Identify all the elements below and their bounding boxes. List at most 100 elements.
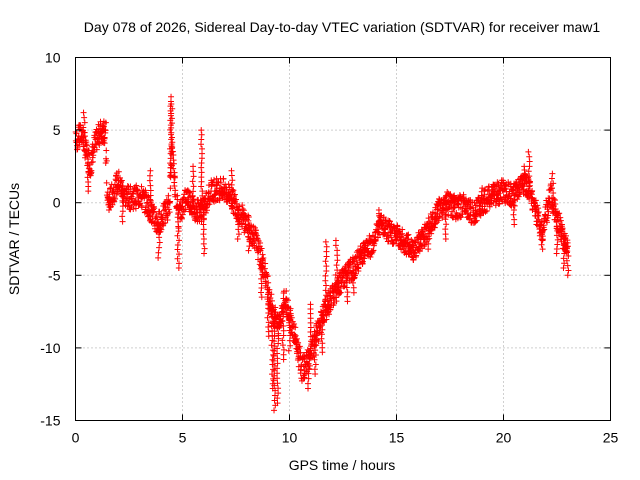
data-point [565,267,572,274]
y-tick-label: 10 [45,50,61,66]
data-point [239,202,246,209]
data-point [356,254,363,261]
data-point [301,355,308,362]
chart-title: Day 078 of 2026, Sidereal Day-to-day VTE… [84,19,601,35]
data-point [258,275,265,282]
data-point [525,187,532,194]
data-point [318,335,325,342]
data-point [412,253,419,260]
data-point [156,224,163,231]
data-point [242,213,249,220]
data-point [211,176,218,183]
data-point [258,262,265,269]
data-point [314,336,321,343]
data-point [190,183,197,190]
data-point [305,385,312,392]
data-point [264,273,271,280]
data-point [360,240,367,247]
data-point [556,210,563,217]
data-point [306,355,313,362]
data-point [367,253,374,260]
data-point [511,197,518,204]
data-point [270,357,277,364]
data-point [297,349,304,356]
data-point [307,301,314,308]
data-point [394,223,401,230]
data-point [280,303,287,310]
data-point [179,211,186,218]
data-point [118,177,125,184]
data-point [112,195,119,202]
data-point [425,246,432,253]
data-point [557,217,564,224]
data-point [327,295,334,302]
data-point [332,237,339,244]
data-point [206,201,213,208]
data-point [292,337,299,344]
data-point [199,188,206,195]
data-point [167,185,174,192]
data-point [85,188,92,195]
y-tick-label: -10 [40,340,60,356]
data-point [261,265,268,272]
data-point [560,265,567,272]
data-point [234,236,241,242]
data-point [286,337,293,344]
data-point [99,126,106,133]
data-point [259,251,266,258]
data-point [411,238,418,245]
data-point [350,289,357,296]
data-point [103,147,110,154]
data-point [385,238,392,245]
data-point [258,294,265,301]
data-point [312,371,319,378]
data-point [417,240,424,247]
data-point [175,228,182,235]
data-point [286,327,293,334]
data-point [93,146,100,153]
data-point [270,351,277,358]
data-point [312,361,319,368]
data-point [369,247,376,254]
data-point [535,212,542,219]
data-point [274,380,281,387]
data-point [425,224,432,231]
data-point [211,192,218,199]
data-point [258,245,265,252]
data-point [271,382,278,389]
data-point [279,337,286,344]
data-point [550,180,557,187]
data-point [103,179,110,186]
data-point [538,241,545,248]
data-point [174,196,181,203]
data-point [288,314,295,321]
data-point [323,243,330,250]
data-point [102,127,109,134]
data-point [287,332,294,339]
data-point [563,257,570,264]
data-point [553,250,560,257]
data-point [168,100,175,107]
data-point [521,163,528,170]
data-point [286,322,293,329]
data-point [458,213,465,220]
data-point [259,257,266,264]
data-point [528,191,535,198]
data-point [230,187,237,194]
data-point [443,206,450,213]
data-point [80,109,87,116]
data-point [174,246,181,253]
data-point [155,219,162,226]
data-point [343,284,350,291]
data-point [492,202,499,209]
data-point [189,178,196,185]
data-point [285,347,292,354]
data-point [319,349,326,356]
data-point [200,231,207,238]
data-point [234,211,241,218]
data-point [90,148,97,155]
data-point [311,356,318,363]
data-point [334,276,341,283]
data-point [245,212,252,219]
data-point [375,226,382,233]
